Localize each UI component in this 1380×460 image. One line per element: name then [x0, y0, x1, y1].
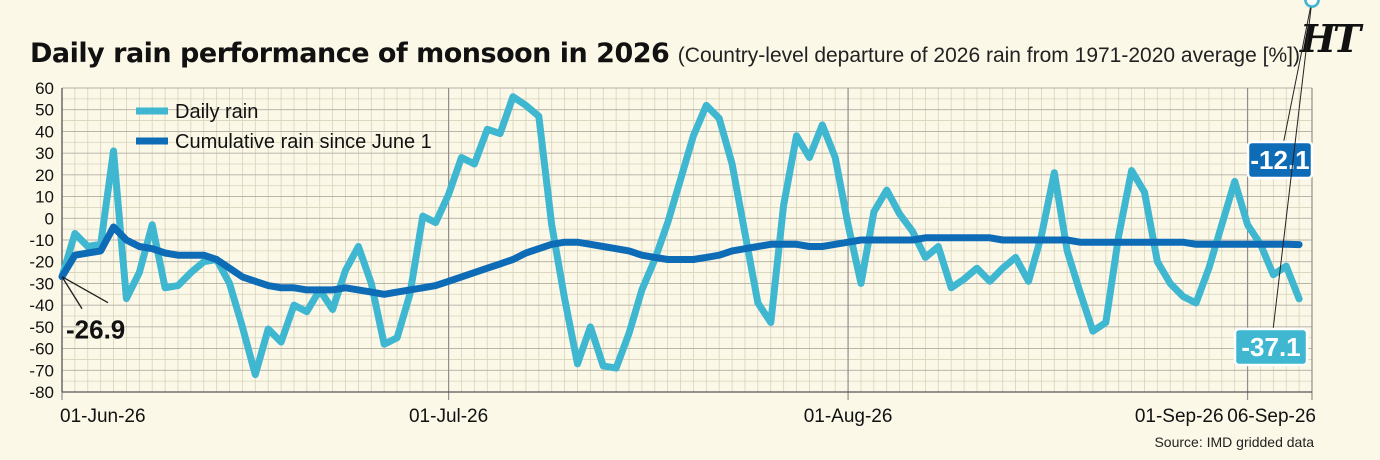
annotation-cumulative-end-leader	[1279, 0, 1313, 161]
annotation-leader-start	[61, 276, 109, 304]
series	[58, 93, 1303, 379]
y-tick-label: -10	[29, 231, 54, 250]
y-tick-label: 50	[35, 101, 54, 120]
x-tick-label: 06-Sep-26	[1227, 406, 1316, 427]
x-tick-label: 01-Aug-26	[804, 406, 893, 427]
annotations: -26.9 -12.1 -37.1	[61, 0, 1320, 367]
y-tick-label: -70	[29, 361, 54, 380]
axes: 60 50 40 30 20 10 0 -10 -20 -30 -40 -50 -60 -70 -80 01-…	[29, 79, 1316, 427]
legend-label-cumulative: Cumulative rain since June 1	[175, 131, 432, 153]
ht-logo: HT	[1300, 16, 1361, 61]
y-tick-label: 10	[35, 188, 54, 207]
cumulative-rain-line	[58, 223, 1303, 298]
annotation-cumulative-end-box	[1246, 140, 1314, 180]
annotation-daily-end-label: -37.1	[1241, 332, 1300, 362]
annotation-label-start: -26.9	[66, 315, 125, 345]
legend-label-daily: Daily rain	[175, 101, 258, 123]
annotation-leader-start	[61, 276, 83, 310]
y-tick-label: -60	[29, 340, 54, 359]
y-tick-label: 60	[35, 79, 54, 98]
x-tick-label: 01-Sep-26	[1135, 406, 1224, 427]
chart-title: Daily rain performance of monsoon in 202…	[30, 38, 670, 69]
y-tick-label: -50	[29, 318, 54, 337]
title-row: Daily rain performance of monsoon in 202…	[30, 38, 1300, 69]
annotation-cumulative-end-label: -12.1	[1250, 145, 1309, 175]
chart-subtitle: (Country-level departure of 2026 rain fr…	[677, 44, 1300, 67]
y-tick-label: 0	[45, 209, 54, 228]
annotation-daily-end-leader	[1270, 0, 1313, 348]
annotation-daily-end-marker	[1304, 0, 1320, 8]
y-tick-label: -40	[29, 296, 54, 315]
grid	[61, 87, 1313, 400]
y-tick-label: -30	[29, 274, 54, 293]
annotation-daily-end-box	[1233, 327, 1309, 367]
daily-rain-line	[58, 93, 1303, 379]
source-note: Source: IMD gridded data	[1154, 434, 1314, 450]
y-tick-label: -80	[29, 383, 54, 402]
y-tick-label: 30	[35, 144, 54, 163]
x-tick-label: 01-Jul-26	[409, 406, 488, 427]
y-tick-label: 20	[35, 166, 54, 185]
legend: Daily rain Cumulative rain since June 1	[136, 101, 432, 153]
y-tick-label: -20	[29, 253, 54, 272]
y-tick-label: 40	[35, 122, 54, 141]
x-tick-label: 01-Jun-26	[60, 406, 146, 427]
